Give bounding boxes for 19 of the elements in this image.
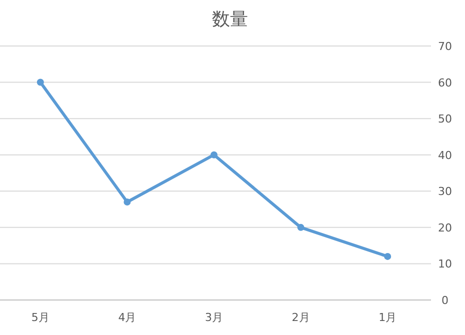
y-tick-label: 50 bbox=[438, 112, 452, 126]
x-tick-label: 5月 bbox=[31, 311, 50, 324]
y-tick-label: 30 bbox=[438, 185, 452, 198]
point bbox=[36, 78, 44, 86]
point bbox=[210, 151, 218, 158]
x-tick-label: 2月 bbox=[292, 311, 310, 324]
y-tick-label: 10 bbox=[438, 258, 452, 271]
y-tick-label: 40 bbox=[438, 148, 452, 162]
x-tick-label: 3月 bbox=[205, 311, 223, 324]
point bbox=[384, 252, 392, 260]
y-tick-label: 60 bbox=[438, 76, 452, 90]
y-tick-label: 20 bbox=[438, 221, 452, 234]
x-tick-label: 4月 bbox=[118, 311, 136, 324]
x-tick-label: 1月 bbox=[378, 311, 397, 324]
y-tick-label: 70 bbox=[438, 40, 452, 53]
point bbox=[124, 198, 131, 206]
chart-title: 数量 bbox=[212, 9, 248, 30]
point bbox=[297, 224, 304, 231]
y-tick-label: 0 bbox=[442, 294, 448, 307]
